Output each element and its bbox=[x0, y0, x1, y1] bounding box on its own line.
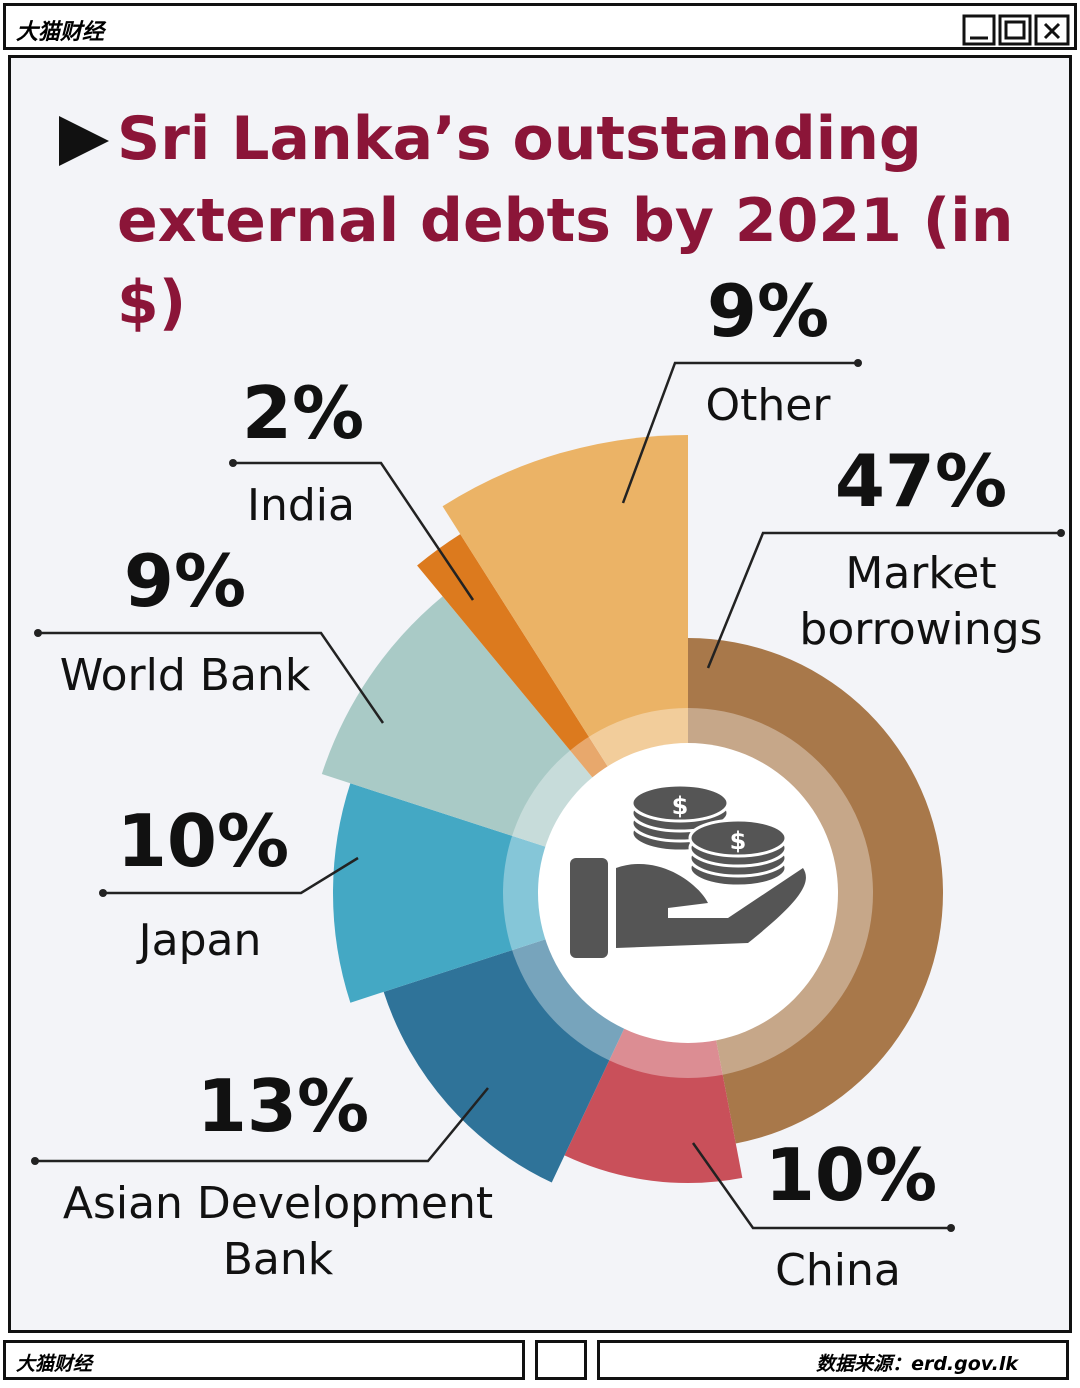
category-label: Other bbox=[705, 380, 831, 431]
icon-coin bbox=[630, 783, 730, 823]
window-buttons bbox=[962, 14, 1070, 46]
category-label: Asian Development Bank bbox=[62, 1178, 494, 1285]
close-icon bbox=[1043, 22, 1061, 40]
value-label: 47% bbox=[834, 439, 1008, 523]
leader-line bbox=[706, 531, 1061, 669]
chart-area: $ $ Sri Lanka’s outstanding external debt… bbox=[8, 55, 1072, 1333]
category-label: India bbox=[247, 480, 355, 531]
footer-box bbox=[535, 1340, 587, 1380]
chart-title: Sri Lanka’s outstanding external debts b… bbox=[117, 104, 1014, 338]
maximize-button[interactable] bbox=[998, 14, 1032, 46]
value-label: 2% bbox=[241, 371, 365, 455]
leader-line bbox=[103, 856, 359, 895]
footer-brand: 大猫财经 bbox=[16, 1353, 93, 1375]
leader-line bbox=[38, 631, 385, 724]
leader-dot bbox=[34, 629, 42, 637]
leader-line bbox=[621, 361, 858, 504]
value-label: 9% bbox=[123, 539, 247, 623]
chart: $$ bbox=[31, 116, 1065, 1232]
leader-line bbox=[233, 461, 475, 601]
category-label: World Bank bbox=[59, 650, 311, 701]
leader-dot bbox=[99, 889, 107, 897]
leader-dot bbox=[854, 359, 862, 367]
icon-hand bbox=[616, 863, 806, 948]
pie-slice bbox=[332, 783, 688, 1003]
icon-coin bbox=[688, 818, 788, 858]
value-label: 10% bbox=[116, 799, 290, 883]
icon-cuff bbox=[570, 858, 608, 958]
leader-dot bbox=[947, 1224, 955, 1232]
leader-line bbox=[35, 1087, 489, 1163]
category-label: China bbox=[775, 1245, 901, 1296]
title-arrow bbox=[59, 116, 109, 166]
leader-dot bbox=[1057, 529, 1065, 537]
icon-dollar: $ bbox=[730, 827, 747, 855]
close-button[interactable] bbox=[1034, 14, 1070, 46]
category-label: Japan bbox=[138, 915, 262, 966]
value-label: 9% bbox=[706, 269, 830, 353]
window-title: 大猫财经 bbox=[16, 20, 105, 45]
maximize-icon bbox=[1004, 20, 1026, 40]
source-note: 数据来源：erd.gov.lk bbox=[816, 1353, 1018, 1375]
category-label: Market borrowings bbox=[799, 548, 1043, 655]
icon-dollar: $ bbox=[672, 792, 689, 820]
minimize-button[interactable] bbox=[962, 14, 996, 46]
value-label: 13% bbox=[196, 1064, 370, 1148]
footer-right: 数据来源：erd.gov.lk bbox=[597, 1340, 1069, 1380]
value-label: 10% bbox=[764, 1133, 938, 1217]
title-bar: 大猫财经 bbox=[3, 3, 1077, 50]
leader-dot bbox=[31, 1157, 39, 1165]
footer-left: 大猫财经 bbox=[3, 1340, 525, 1380]
leader-line bbox=[691, 1142, 951, 1230]
leader-dot bbox=[229, 459, 237, 467]
